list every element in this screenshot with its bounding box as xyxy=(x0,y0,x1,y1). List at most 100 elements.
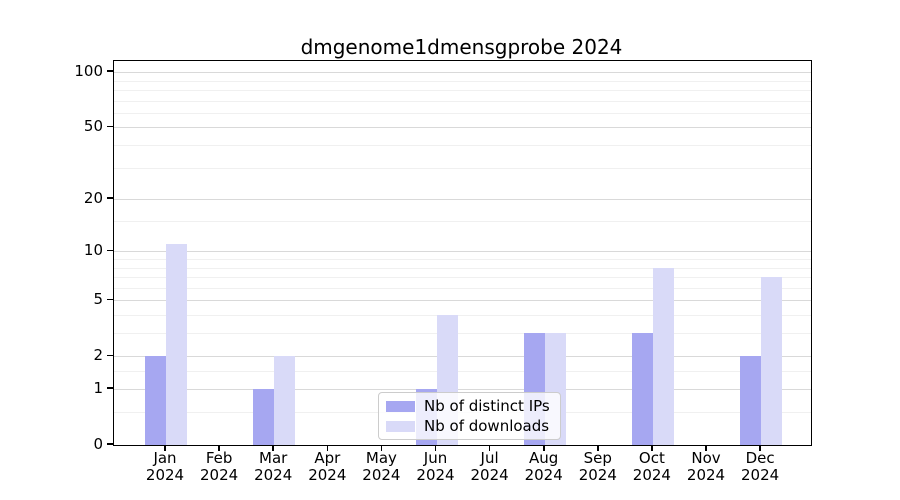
x-tick-mark xyxy=(759,445,761,451)
x-tick-year: 2024 xyxy=(362,466,401,484)
x-tick-year: 2024 xyxy=(254,466,293,484)
x-tick-year: 2024 xyxy=(200,466,239,484)
gridline-minor xyxy=(114,112,811,114)
x-tick-label-mar: Mar 2024 xyxy=(243,450,303,484)
x-tick-year: 2024 xyxy=(145,466,185,484)
y-tick-label: 20 xyxy=(83,189,103,208)
x-tick-label-apr: Apr 2024 xyxy=(297,450,357,484)
gridline-minor xyxy=(114,315,811,316)
x-tick-label-oct: Oct 2024 xyxy=(622,450,682,484)
x-tick-year: 2024 xyxy=(308,466,347,484)
x-tick-year: 2024 xyxy=(741,466,780,484)
y-tick-mark xyxy=(107,249,113,252)
y-tick-mark xyxy=(107,70,113,72)
x-tick-year: 2024 xyxy=(524,466,563,484)
gridline-minor xyxy=(114,167,811,169)
x-tick-mark xyxy=(543,445,545,451)
gridline-major xyxy=(114,251,811,253)
gridline-major xyxy=(114,356,811,358)
legend: Nb of distinct IPs Nb of downloads xyxy=(378,392,561,440)
x-tick-year: 2024 xyxy=(632,466,671,484)
x-tick-mark xyxy=(326,445,329,451)
bar-downloads-dec xyxy=(761,277,783,445)
bar-distinct-ips-dec xyxy=(740,356,762,445)
x-tick-year: 2024 xyxy=(686,466,726,484)
x-tick-label-jun: Jun 2024 xyxy=(406,450,466,484)
bar-distinct-ips-jan xyxy=(145,356,166,445)
gridline-minor xyxy=(114,259,811,260)
legend-label-downloads: Nb of downloads xyxy=(424,417,550,435)
x-tick-mark xyxy=(651,445,653,451)
gridline-minor xyxy=(114,371,811,372)
bar-downloads-oct xyxy=(652,267,674,445)
y-tick-label: 0 xyxy=(93,435,103,453)
x-tick-mark xyxy=(218,445,220,451)
gridline-minor xyxy=(114,90,811,91)
legend-swatch-downloads xyxy=(386,420,415,432)
chart-title: dmgenome1dmensgprobe 2024 xyxy=(300,35,623,59)
y-tick-label: 50 xyxy=(83,117,103,136)
legend-swatch-distinct-ips xyxy=(386,400,415,412)
y-tick-mark xyxy=(107,125,113,128)
y-tick-label: 2 xyxy=(93,346,103,365)
x-tick-month: Oct xyxy=(638,449,665,467)
x-tick-label-feb: Feb 2024 xyxy=(189,450,249,484)
y-tick-mark xyxy=(107,197,113,199)
x-tick-year: 2024 xyxy=(416,466,455,484)
x-tick-label-jul: Jul 2024 xyxy=(460,450,520,484)
x-tick-month: Aug xyxy=(529,449,559,467)
x-tick-label-nov: Nov 2024 xyxy=(676,450,736,484)
x-tick-mark xyxy=(597,445,599,451)
gridline-minor xyxy=(114,267,811,269)
legend-item-downloads: Nb of downloads xyxy=(386,417,550,435)
x-tick-month: Jun xyxy=(423,449,448,467)
bar-downloads-mar xyxy=(274,356,296,445)
gridline-major xyxy=(114,199,811,201)
x-tick-month: Nov xyxy=(691,449,721,467)
x-tick-label-may: May 2024 xyxy=(351,450,411,484)
y-tick-mark xyxy=(107,387,113,389)
x-tick-mark xyxy=(272,445,274,451)
bar-distinct-ips-mar xyxy=(253,389,275,445)
x-tick-year: 2024 xyxy=(578,466,617,484)
x-tick-mark xyxy=(380,445,383,451)
gridline-minor xyxy=(114,287,811,289)
x-tick-mark xyxy=(488,445,491,451)
x-tick-mark xyxy=(434,445,437,451)
gridline-minor xyxy=(114,100,811,102)
gridline-major xyxy=(114,389,811,390)
x-tick-month: Jul xyxy=(480,449,499,467)
x-tick-month: Jan xyxy=(153,449,177,467)
y-tick-label: 1 xyxy=(93,379,103,397)
x-tick-month: Mar xyxy=(259,449,288,467)
x-tick-month: Sep xyxy=(583,449,612,467)
x-tick-label-jan: Jan 2024 xyxy=(135,450,195,484)
y-tick-label: 10 xyxy=(83,241,103,260)
legend-item-distinct-ips: Nb of distinct IPs xyxy=(386,397,550,415)
x-tick-label-dec: Dec 2024 xyxy=(730,450,790,484)
plot-area xyxy=(113,60,812,446)
x-tick-month: Feb xyxy=(205,449,233,467)
bar-downloads-jan xyxy=(166,244,187,445)
x-tick-label-aug: Aug 2024 xyxy=(514,450,574,484)
gridline-minor xyxy=(114,80,811,82)
gridline-minor xyxy=(114,333,811,334)
y-tick-mark xyxy=(107,443,113,445)
x-tick-year: 2024 xyxy=(470,466,509,484)
x-tick-mark xyxy=(705,445,707,451)
y-tick-mark xyxy=(107,298,113,300)
gridline-major xyxy=(114,300,811,302)
y-tick-mark xyxy=(107,354,113,356)
x-tick-month: Apr xyxy=(314,449,341,467)
legend-label-distinct-ips: Nb of distinct IPs xyxy=(424,397,550,415)
gridline-major xyxy=(114,72,811,74)
gridline-minor xyxy=(114,277,811,278)
x-tick-month: Dec xyxy=(745,449,775,467)
gridline-minor xyxy=(114,145,811,146)
gridline-major xyxy=(114,127,811,129)
x-tick-month: May xyxy=(365,449,397,467)
bar-distinct-ips-oct xyxy=(631,333,653,445)
x-tick-mark xyxy=(164,445,166,451)
y-tick-label: 100 xyxy=(74,62,103,81)
